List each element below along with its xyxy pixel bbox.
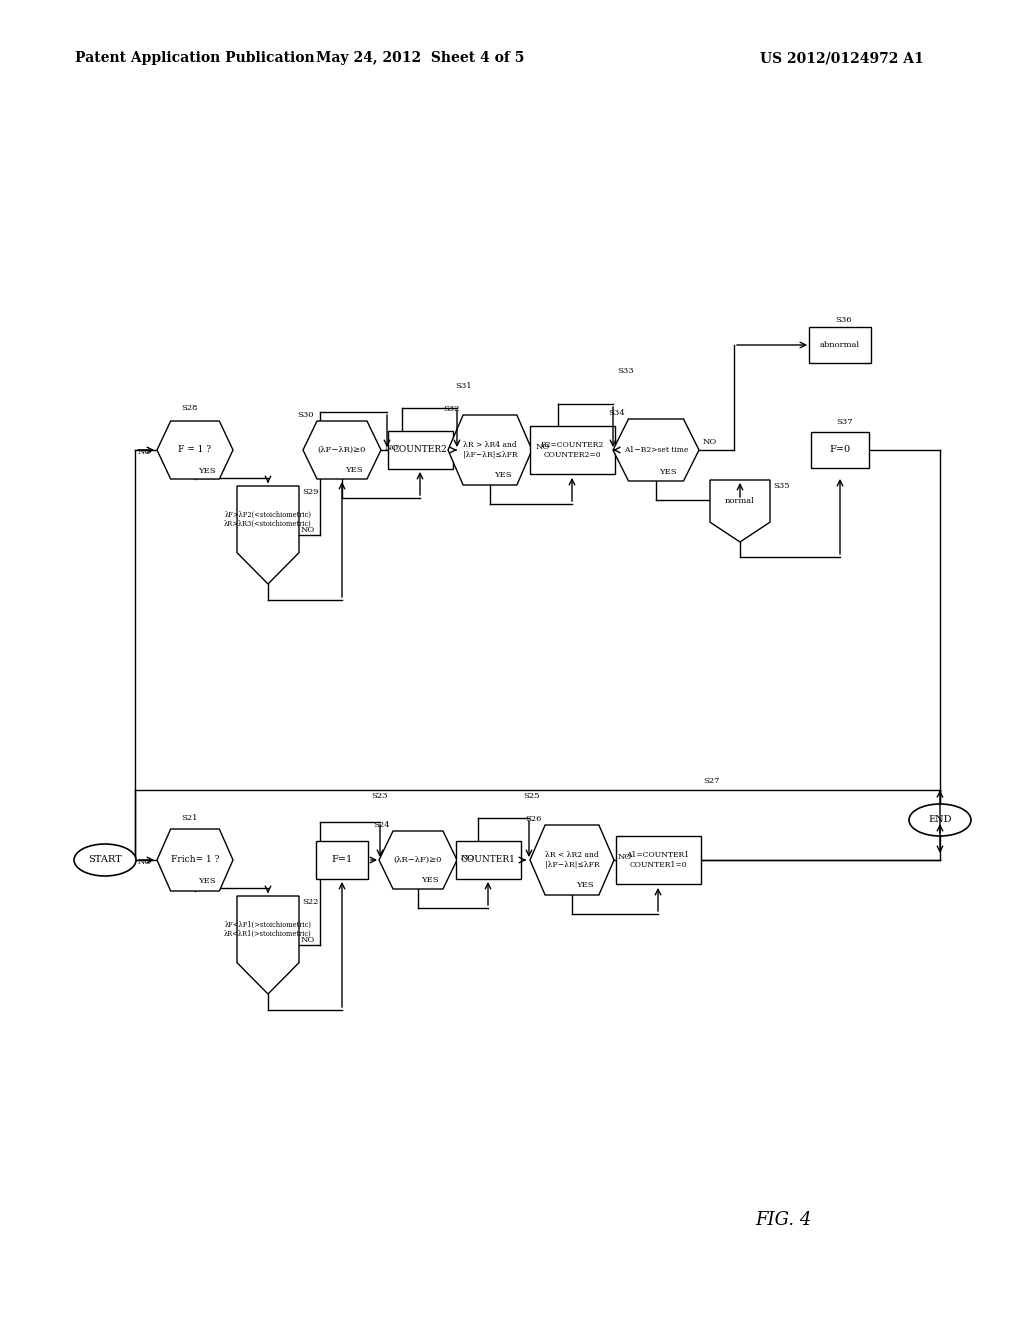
Polygon shape <box>379 832 457 888</box>
Text: λR < λR2 and
|λF−λR|≤λFR: λR < λR2 and |λF−λR|≤λFR <box>545 851 599 869</box>
Text: COUNTER2: COUNTER2 <box>392 446 447 454</box>
Text: (λR−λF)≥0: (λR−λF)≥0 <box>394 855 442 865</box>
Text: S30: S30 <box>298 411 314 418</box>
Polygon shape <box>237 486 299 583</box>
Text: S26: S26 <box>525 814 542 822</box>
Ellipse shape <box>74 843 136 876</box>
Text: B2=COUNTER2
COUNTER2=0: B2=COUNTER2 COUNTER2=0 <box>541 441 603 458</box>
Text: S23: S23 <box>371 792 387 800</box>
Text: S22: S22 <box>302 898 318 906</box>
Text: YES: YES <box>495 471 512 479</box>
Text: A1=COUNTER1
COUNTER1=0: A1=COUNTER1 COUNTER1=0 <box>627 851 689 869</box>
Text: END: END <box>928 816 951 825</box>
Bar <box>456 841 520 879</box>
Text: FIG. 4: FIG. 4 <box>755 1210 811 1229</box>
Text: S25: S25 <box>523 792 540 800</box>
Text: YES: YES <box>199 876 216 884</box>
Polygon shape <box>449 414 532 484</box>
Text: NO: NO <box>138 858 153 866</box>
Polygon shape <box>530 825 614 895</box>
Bar <box>811 432 869 469</box>
Text: S24: S24 <box>374 821 390 829</box>
Text: A1−B2>set time: A1−B2>set time <box>624 446 688 454</box>
Polygon shape <box>710 480 770 543</box>
Text: YES: YES <box>659 469 677 477</box>
Text: Frich= 1 ?: Frich= 1 ? <box>171 855 219 865</box>
Text: NO: NO <box>301 525 315 535</box>
Bar <box>529 426 614 474</box>
Text: NO: NO <box>536 444 550 451</box>
Text: S21: S21 <box>181 814 199 822</box>
Text: YES: YES <box>345 466 362 474</box>
Text: S34: S34 <box>608 409 626 417</box>
Text: S35: S35 <box>773 482 790 490</box>
Bar <box>387 432 453 469</box>
Text: abnormal: abnormal <box>820 341 860 348</box>
Ellipse shape <box>909 804 971 836</box>
Text: COUNTER1: COUNTER1 <box>461 855 515 865</box>
Text: S32: S32 <box>443 405 460 413</box>
Text: S31: S31 <box>456 381 472 389</box>
Bar <box>809 327 871 363</box>
Text: λR > λR4 and
|λF−λR|≤λFR: λR > λR4 and |λF−λR|≤λFR <box>463 441 517 458</box>
Text: λF>λF2(<stoichiometric)
λR>λR3(<stoichiometric): λF>λF2(<stoichiometric) λR>λR3(<stoichio… <box>224 511 312 528</box>
Text: normal: normal <box>725 498 755 506</box>
Text: S36: S36 <box>835 315 851 323</box>
Text: May 24, 2012  Sheet 4 of 5: May 24, 2012 Sheet 4 of 5 <box>315 51 524 65</box>
Polygon shape <box>613 418 699 480</box>
Text: S29: S29 <box>302 488 318 496</box>
Text: NO: NO <box>385 444 399 451</box>
Text: START: START <box>88 855 122 865</box>
Text: F = 1 ?: F = 1 ? <box>178 446 212 454</box>
Text: S37: S37 <box>837 418 853 426</box>
Text: YES: YES <box>577 880 594 888</box>
Polygon shape <box>157 829 233 891</box>
Polygon shape <box>157 421 233 479</box>
Text: NO: NO <box>301 936 315 944</box>
Text: NO: NO <box>617 853 632 861</box>
Text: YES: YES <box>421 876 439 884</box>
Text: S33: S33 <box>617 367 634 375</box>
Text: NO: NO <box>138 447 153 455</box>
Text: NO: NO <box>702 438 717 446</box>
Text: (λF−λR)≥0: (λF−λR)≥0 <box>317 446 367 454</box>
Text: S27: S27 <box>703 777 720 785</box>
Text: F=0: F=0 <box>829 446 851 454</box>
Text: λF<λF1(>stoichiometric)
λR<λR1(>stoichiometric): λF<λF1(>stoichiometric) λR<λR1(>stoichio… <box>224 921 312 939</box>
Text: YES: YES <box>199 467 216 475</box>
Text: NO: NO <box>461 854 475 862</box>
Bar <box>316 841 368 879</box>
Polygon shape <box>303 421 381 479</box>
Bar <box>615 836 700 884</box>
Text: Patent Application Publication: Patent Application Publication <box>75 51 314 65</box>
Polygon shape <box>237 896 299 994</box>
Text: US 2012/0124972 A1: US 2012/0124972 A1 <box>760 51 924 65</box>
Text: F=1: F=1 <box>332 855 352 865</box>
Text: S28: S28 <box>181 404 199 412</box>
